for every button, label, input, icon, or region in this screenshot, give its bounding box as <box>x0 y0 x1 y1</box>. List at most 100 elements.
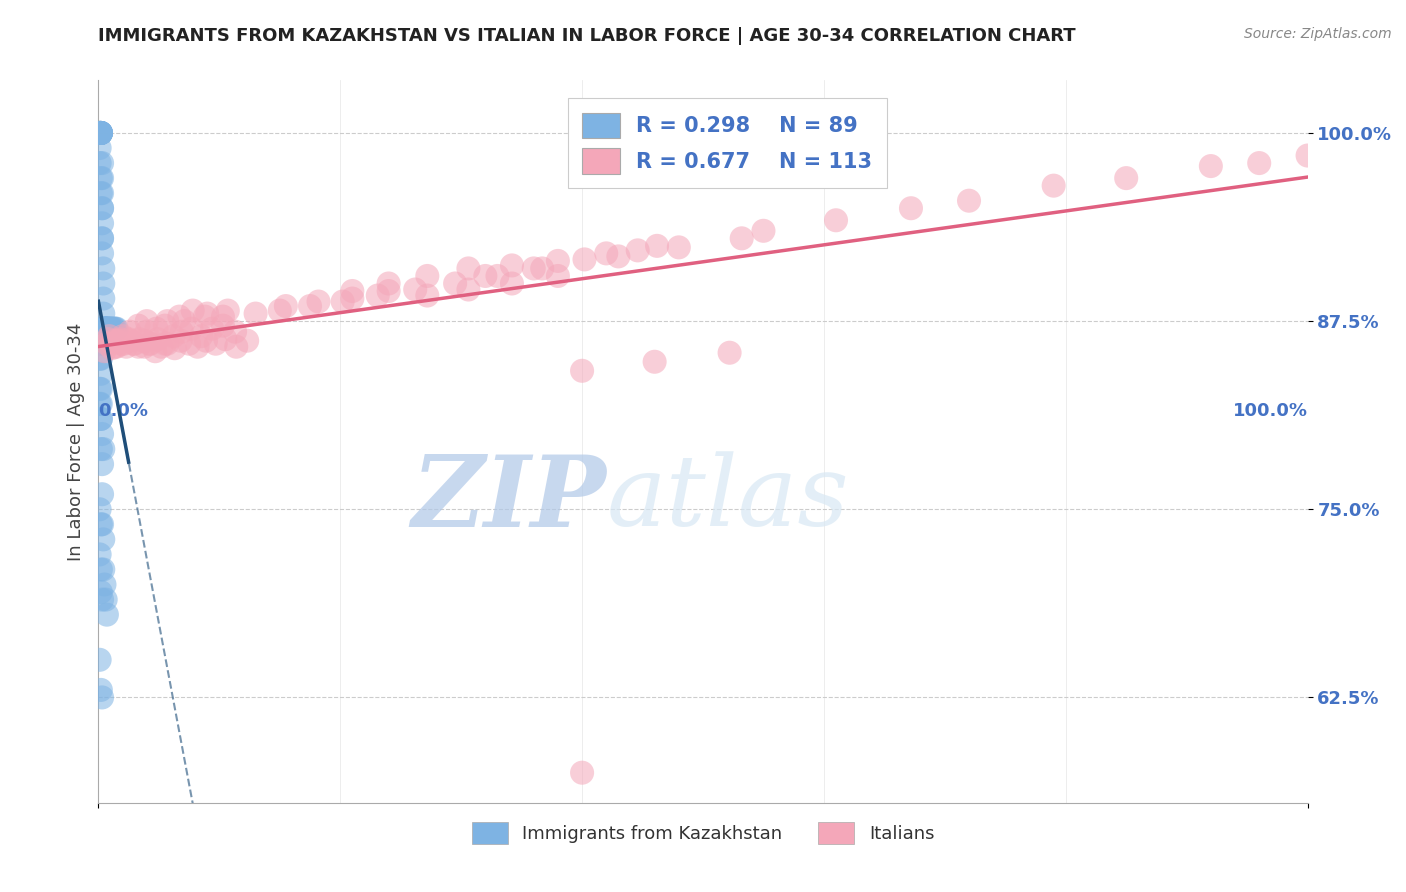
Point <box>457 261 479 276</box>
Point <box>91 427 114 442</box>
Point <box>457 283 479 297</box>
Point <box>127 340 149 354</box>
Point <box>1249 156 1271 170</box>
Point <box>138 336 160 351</box>
Text: 100.0%: 100.0% <box>1233 401 1308 420</box>
Text: Source: ZipAtlas.com: Source: ZipAtlas.com <box>1244 27 1392 41</box>
Point <box>163 341 186 355</box>
Point <box>212 318 235 333</box>
Point <box>201 321 224 335</box>
Point <box>89 548 111 562</box>
Point <box>93 321 115 335</box>
Point <box>91 562 114 576</box>
Point <box>122 336 145 351</box>
Point <box>169 334 191 348</box>
Point <box>96 336 118 351</box>
Point <box>128 332 150 346</box>
Point <box>96 607 118 622</box>
Point <box>212 310 235 324</box>
Point <box>91 592 114 607</box>
Point <box>1042 178 1064 193</box>
Point <box>97 321 120 335</box>
Point <box>93 321 115 335</box>
Point <box>169 310 191 324</box>
Point <box>111 336 134 351</box>
Point <box>118 325 141 339</box>
Point <box>195 307 218 321</box>
Point <box>90 412 112 426</box>
Point <box>89 156 111 170</box>
Point <box>98 321 121 335</box>
Point <box>180 321 202 335</box>
Point <box>162 329 184 343</box>
Point <box>100 321 122 335</box>
Point <box>94 321 117 335</box>
Point <box>404 283 426 297</box>
Text: IMMIGRANTS FROM KAZAKHSTAN VS ITALIAN IN LABOR FORCE | AGE 30-34 CORRELATION CHA: IMMIGRANTS FROM KAZAKHSTAN VS ITALIAN IN… <box>98 27 1076 45</box>
Point <box>100 321 122 335</box>
Point <box>367 288 389 302</box>
Point <box>90 442 112 456</box>
Point <box>91 171 114 186</box>
Point <box>957 194 980 208</box>
Point <box>101 321 124 335</box>
Point <box>571 364 593 378</box>
Point <box>145 321 167 335</box>
Point <box>825 213 848 227</box>
Point <box>225 340 247 354</box>
Point <box>194 310 217 324</box>
Point <box>153 336 176 351</box>
Point <box>89 126 111 140</box>
Point <box>91 201 114 215</box>
Point <box>97 321 120 335</box>
Point <box>195 334 218 348</box>
Point <box>1115 171 1137 186</box>
Point <box>377 277 399 291</box>
Point <box>135 314 157 328</box>
Point <box>91 231 114 245</box>
Text: 0.0%: 0.0% <box>98 401 149 420</box>
Point <box>94 321 117 335</box>
Point <box>108 334 131 348</box>
Point <box>181 303 204 318</box>
Point <box>668 240 690 254</box>
Point <box>91 231 114 245</box>
Point <box>91 533 114 547</box>
Point <box>91 201 114 215</box>
Point <box>501 259 523 273</box>
Point <box>274 299 297 313</box>
Y-axis label: In Labor Force | Age 30-34: In Labor Force | Age 30-34 <box>66 322 84 561</box>
Point <box>236 334 259 348</box>
Point <box>89 126 111 140</box>
Point <box>224 325 246 339</box>
Point <box>93 321 115 335</box>
Point <box>531 261 554 276</box>
Point <box>89 397 111 411</box>
Point <box>156 336 179 351</box>
Point <box>645 239 668 253</box>
Point <box>93 577 115 591</box>
Point <box>89 321 111 335</box>
Point <box>90 126 112 140</box>
Point <box>96 321 118 335</box>
Point <box>91 487 114 501</box>
Text: ZIP: ZIP <box>412 451 606 548</box>
Point <box>752 224 775 238</box>
Point <box>111 329 134 343</box>
Point <box>94 592 117 607</box>
Point <box>93 344 115 359</box>
Point <box>474 268 496 283</box>
Point <box>96 321 118 335</box>
Point <box>501 277 523 291</box>
Point <box>153 318 176 333</box>
Point <box>523 261 546 276</box>
Point <box>134 334 156 348</box>
Point <box>595 246 617 260</box>
Point <box>416 268 439 283</box>
Point <box>377 284 399 298</box>
Point <box>97 332 120 346</box>
Point <box>90 126 112 140</box>
Point <box>139 336 162 351</box>
Point <box>127 318 149 333</box>
Point <box>105 340 128 354</box>
